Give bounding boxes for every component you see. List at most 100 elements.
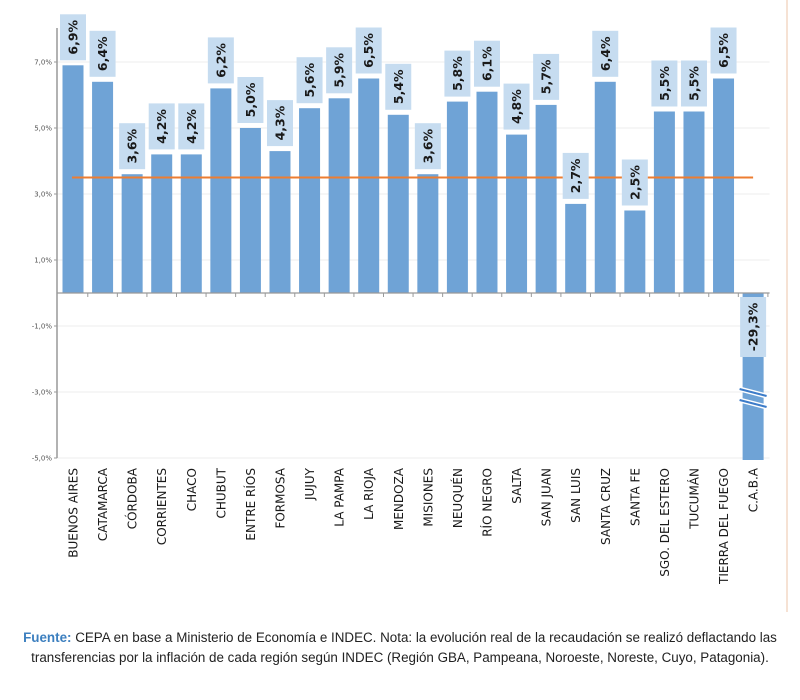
data-label-box: [444, 50, 471, 97]
y-tick-label: 7,0%: [34, 59, 52, 67]
x-axis-label: TIERRA DEL FUEGO: [717, 468, 731, 585]
data-label-box: [740, 297, 767, 357]
x-axis-label: SANTA FE: [628, 468, 642, 526]
bar-16: [535, 104, 557, 294]
bar-19: [624, 210, 646, 293]
data-label: 5,0%: [243, 82, 258, 117]
data-label: 4,3%: [272, 105, 287, 140]
y-tick-label: 1,0%: [34, 257, 52, 265]
data-label-box: [562, 152, 589, 199]
bar-21: [683, 111, 705, 293]
x-axis-label: SANTA CRUZ: [599, 468, 613, 545]
data-label-box: [680, 60, 707, 107]
data-label: 4,2%: [154, 109, 169, 144]
data-label: -29,3%: [746, 302, 761, 351]
bar-8: [299, 108, 321, 293]
data-label: 5,7%: [539, 59, 554, 94]
data-label-box: [651, 60, 678, 107]
y-tick-label: 5,0%: [34, 125, 52, 133]
bar-7: [269, 151, 291, 293]
data-label-box: [533, 53, 560, 100]
y-tick-label: -5,0%: [32, 455, 53, 463]
data-label-box: [296, 57, 323, 104]
data-label-box: [89, 30, 116, 77]
bar-11: [387, 114, 409, 293]
bar-12: [417, 174, 439, 293]
bar-13: [446, 101, 468, 293]
data-label: 2,7%: [568, 158, 583, 193]
x-axis-labels: BUENOS AIRES CATAMARCA CÓRDOBA CORRIENTES CH…: [67, 467, 761, 585]
bar-22: [713, 78, 735, 293]
x-axis-label: LA RIOJA: [362, 467, 376, 520]
data-label-box: [326, 47, 353, 94]
x-axis-label: NEUQUÉN: [450, 468, 465, 528]
x-axis-label: FORMOSA: [273, 467, 287, 528]
x-axis-label: JUJUY: [303, 467, 317, 501]
data-label: 5,4%: [391, 69, 406, 104]
bar-chart: 7,0% 5,0% 3,0% 1,0% -1,0% -3,0% -5,0% 6,9% 6,4%…: [32, 0, 788, 612]
x-axis-label: RÍO NEGRO: [479, 468, 494, 537]
data-label: 6,5%: [716, 33, 731, 68]
x-axis-label: CHACO: [185, 468, 199, 511]
data-label-box: [207, 37, 234, 84]
bar-3: [151, 154, 173, 293]
data-label: 5,6%: [302, 62, 317, 97]
x-axis-label: SGO. DEL ESTERO: [658, 468, 672, 577]
x-axis-label: SAN JUAN: [540, 468, 554, 526]
footer-text: CEPA en base a Ministerio de Economía e …: [31, 630, 777, 665]
data-labels: 6,9% 6,4% 3,6% 4,2% 4,2% 6,2% 5,0% 4,3% 5,6% 5,9%…: [60, 14, 768, 410]
data-label: 4,2%: [184, 109, 199, 144]
data-label: 5,5%: [657, 66, 672, 101]
x-axis-label: LA PAMPA: [333, 467, 347, 526]
source-label: Fuente:: [23, 630, 72, 645]
data-label: 6,5%: [361, 33, 376, 68]
gridlines: [57, 61, 770, 459]
data-label: 4,8%: [509, 89, 524, 124]
y-tick-label: -3,0%: [32, 389, 53, 397]
data-label-box: [473, 40, 500, 87]
bar-14: [476, 91, 498, 293]
data-label: 5,5%: [686, 66, 701, 101]
data-label-box: [414, 123, 441, 170]
x-axis-label: BUENOS AIRES: [67, 468, 81, 558]
x-axis-label: SAN LUIS: [569, 468, 583, 523]
bar-0: [62, 65, 84, 293]
data-label-box: [119, 123, 146, 170]
bar-17: [565, 203, 587, 293]
bar-10: [358, 78, 380, 293]
x-axis-label: MENDOZA: [392, 467, 406, 530]
data-label: 6,4%: [95, 36, 110, 71]
x-axis-label: C.A.B.A: [747, 467, 761, 512]
bar-20: [653, 111, 675, 293]
data-label: 6,4%: [598, 36, 613, 71]
bar-15: [506, 134, 528, 293]
axis-break-mark: [739, 388, 767, 397]
x-axis-label: CATAMARCA: [96, 467, 110, 541]
data-label: 5,9%: [332, 52, 347, 87]
data-label: 3,6%: [420, 128, 435, 163]
x-axis-label: ENTRE RÍOS: [243, 468, 258, 541]
x-axis-label: MISIONES: [421, 468, 435, 527]
y-tick-label: 3,0%: [34, 191, 52, 199]
data-label: 2,5%: [627, 165, 642, 200]
bar-1: [92, 81, 114, 293]
bars: [62, 65, 764, 460]
x-axis-label: CÓRDOBA: [125, 467, 140, 529]
x-axis-label: CORRIENTES: [155, 468, 169, 545]
footer-note: Fuente: CEPA en base a Ministerio de Eco…: [0, 628, 800, 668]
data-label-box: [385, 63, 412, 110]
y-tick-label: -1,0%: [32, 323, 53, 331]
bar-9: [328, 98, 350, 293]
bar-18: [594, 81, 616, 293]
data-label: 6,2%: [213, 43, 228, 78]
data-label: 6,9%: [66, 19, 81, 54]
x-axis-label: TUCUMÁN: [686, 468, 701, 530]
axes: [56, 28, 770, 458]
data-label-box: [592, 30, 619, 77]
x-axis-label: CHUBUT: [214, 467, 228, 518]
x-axis-label: SALTA: [510, 467, 524, 503]
bar-6: [239, 128, 261, 293]
data-label: 5,8%: [450, 56, 465, 91]
data-label-box: [503, 83, 530, 130]
data-label-box: [266, 100, 293, 147]
